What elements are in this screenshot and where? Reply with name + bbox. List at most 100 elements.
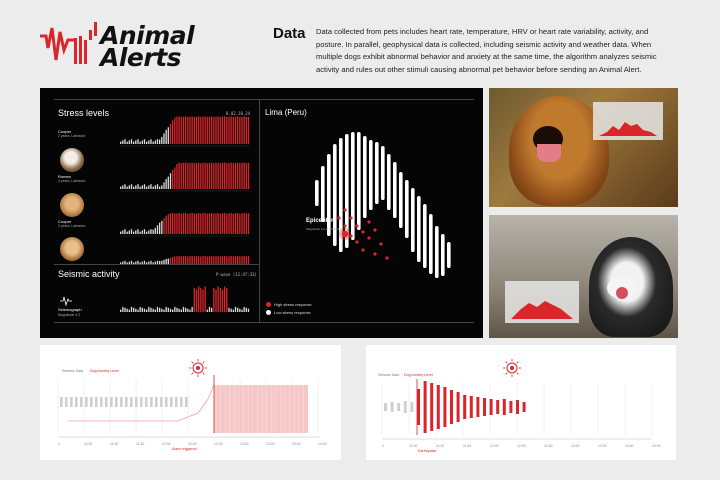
seismic-bar xyxy=(189,309,191,312)
pet-detail: 2 years, Labrador xyxy=(58,224,86,228)
seismic-bar xyxy=(140,397,143,407)
map-column xyxy=(405,180,409,238)
photo-border-collie xyxy=(489,215,678,338)
stress-bar xyxy=(195,256,198,264)
chart-panel-alarm: Seismic Data Dog Anxiety Level 0 11:00 11:… xyxy=(40,345,341,460)
stress-bar xyxy=(154,261,156,264)
x-tick-label: 13:40 xyxy=(292,442,301,446)
stress-bar xyxy=(191,256,193,264)
stress-bar xyxy=(165,258,167,264)
stress-bar xyxy=(200,256,202,264)
stress-bar xyxy=(193,256,195,264)
pet-name: Romeo xyxy=(58,174,71,179)
stress-bar xyxy=(211,256,213,264)
seismic-bar xyxy=(145,397,148,407)
stress-bar xyxy=(239,117,241,144)
stress-bar xyxy=(139,141,141,144)
stress-bar xyxy=(124,139,126,144)
stress-bar xyxy=(122,185,124,189)
stress-bar xyxy=(143,260,146,264)
avatar xyxy=(60,193,84,217)
stress-bar xyxy=(159,261,161,264)
stress-bar xyxy=(148,140,150,144)
seismic-bar xyxy=(75,397,78,407)
stress-bar xyxy=(128,185,130,189)
seismic-chart xyxy=(120,286,250,312)
stress-bar xyxy=(204,256,206,264)
stress-bar xyxy=(167,176,169,189)
stress-bar xyxy=(211,213,213,234)
stress-bar xyxy=(189,162,191,189)
seismic-bar xyxy=(206,309,208,312)
stress-bar xyxy=(206,117,208,144)
seismic-bar xyxy=(456,392,460,422)
stress-bar xyxy=(167,258,169,264)
data-description: Data collected from pets includes heart … xyxy=(316,26,686,76)
stress-bar xyxy=(182,256,185,264)
stress-bar xyxy=(133,141,135,144)
stress-bar xyxy=(169,213,172,234)
stress-bar xyxy=(202,116,204,144)
stress-bar xyxy=(126,186,128,189)
stress-bar xyxy=(191,213,193,234)
stress-bar xyxy=(150,260,152,264)
stress-bar xyxy=(139,262,141,264)
seismic-bar xyxy=(202,289,204,312)
pet-row[interactable]: Romeo 4 years, Labrador xyxy=(58,174,85,183)
stress-bar xyxy=(189,256,191,264)
stress-bar xyxy=(124,229,126,234)
seismic-bar xyxy=(167,307,169,312)
avatar xyxy=(60,237,84,261)
map-column xyxy=(393,162,397,218)
stress-bar xyxy=(234,213,237,234)
x-tick-label: 12:40 xyxy=(214,442,223,446)
stress-bar xyxy=(247,213,250,234)
stress-bar xyxy=(146,186,148,189)
seismic-bar xyxy=(195,289,198,312)
stress-dot xyxy=(373,228,377,232)
stress-bar xyxy=(187,163,189,189)
x-tick-label: 13:20 xyxy=(266,442,275,446)
stress-bar xyxy=(198,162,200,189)
stress-bar xyxy=(182,213,185,234)
seismic-bar xyxy=(163,309,165,312)
legend-seismic: Seismic Data xyxy=(378,373,400,377)
seismic-bar xyxy=(430,383,434,431)
seismic-bar xyxy=(496,400,500,414)
stress-bar xyxy=(148,261,150,264)
stress-bar xyxy=(243,162,245,189)
dog-alert-icon xyxy=(503,359,521,377)
stress-dot xyxy=(343,224,347,228)
seismic-bar xyxy=(175,397,178,407)
seismic-bar xyxy=(156,306,159,312)
stress-bar xyxy=(193,163,195,189)
x-tick-label: 14:00 xyxy=(318,442,327,446)
pet-row[interactable]: Cooper 2 years, Labrador xyxy=(58,129,85,138)
seismic-bar xyxy=(221,289,224,312)
stress-title: Stress levels xyxy=(58,108,110,118)
event-label: Earthquake xyxy=(418,449,437,453)
x-tick-label: 12:00 xyxy=(162,442,171,446)
stress-bar xyxy=(191,162,193,189)
seismic-bar xyxy=(85,397,88,407)
stress-bar xyxy=(169,123,172,144)
pet-row[interactable]: Cooper 2 years, Labrador xyxy=(58,219,85,228)
seismic-bar xyxy=(182,306,185,312)
stress-bar xyxy=(163,259,165,264)
stress-bar xyxy=(213,256,215,264)
seismic-bar xyxy=(502,399,506,415)
stress-bar xyxy=(215,256,217,264)
stress-bar xyxy=(208,256,211,264)
seismic-bar xyxy=(239,308,241,312)
stress-bar xyxy=(126,231,128,234)
stress-bar xyxy=(247,162,250,189)
seismic-bar xyxy=(469,396,473,418)
stress-bar xyxy=(215,116,217,144)
seismic-bar xyxy=(204,286,206,312)
stress-bar xyxy=(198,213,200,234)
stress-bar xyxy=(182,116,185,144)
desc-line: Data collected from pets includes heart … xyxy=(316,27,649,36)
stress-bar xyxy=(208,213,211,234)
stress-bar xyxy=(159,139,161,144)
stress-bar xyxy=(178,116,180,144)
